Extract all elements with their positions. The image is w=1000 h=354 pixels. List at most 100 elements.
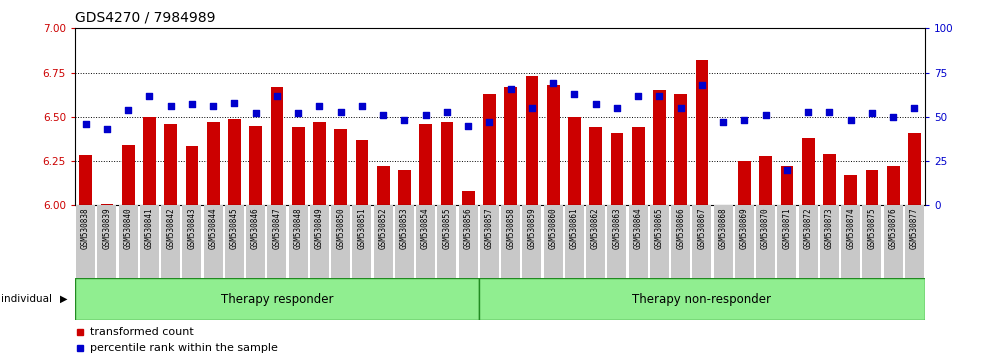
Text: GSM530843: GSM530843	[187, 207, 196, 249]
Point	[885, 114, 901, 120]
Text: GSM530847: GSM530847	[272, 207, 281, 249]
Text: GSM530845: GSM530845	[230, 207, 239, 249]
Bar	[862, 205, 881, 278]
Point	[78, 121, 94, 127]
Bar	[738, 161, 751, 205]
Text: GSM530869: GSM530869	[740, 207, 749, 249]
Bar	[182, 205, 201, 278]
Text: GSM530848: GSM530848	[294, 207, 303, 249]
Point	[205, 103, 221, 109]
Bar	[100, 204, 113, 205]
Bar	[186, 146, 198, 205]
Bar	[884, 205, 903, 278]
Bar	[76, 205, 95, 278]
Text: GSM530864: GSM530864	[634, 207, 643, 249]
Bar	[164, 124, 177, 205]
Bar	[395, 205, 414, 278]
Text: GSM530854: GSM530854	[421, 207, 430, 249]
Point	[375, 112, 391, 118]
Point	[821, 109, 837, 114]
Bar	[204, 205, 223, 278]
Bar	[479, 278, 925, 320]
Bar	[440, 122, 453, 205]
Text: GSM530866: GSM530866	[676, 207, 685, 249]
Bar	[356, 140, 368, 205]
Bar	[650, 205, 669, 278]
Text: GSM530870: GSM530870	[761, 207, 770, 249]
Bar	[887, 166, 900, 205]
Bar	[544, 205, 563, 278]
Bar	[799, 205, 818, 278]
Point	[460, 123, 476, 129]
Bar	[459, 205, 478, 278]
Bar	[547, 85, 560, 205]
Bar	[802, 138, 815, 205]
Bar	[225, 205, 244, 278]
Bar	[653, 90, 666, 205]
Text: GSM530855: GSM530855	[442, 207, 451, 249]
Point	[651, 93, 667, 98]
Point	[418, 112, 434, 118]
Point	[588, 102, 604, 107]
Bar	[79, 155, 92, 205]
Text: GSM530858: GSM530858	[506, 207, 515, 249]
Text: GSM530871: GSM530871	[782, 207, 791, 249]
Text: GSM530842: GSM530842	[166, 207, 175, 249]
Text: GSM530844: GSM530844	[209, 207, 218, 249]
Bar	[228, 119, 241, 205]
Text: GSM530873: GSM530873	[825, 207, 834, 249]
Bar	[289, 205, 308, 278]
Text: GSM530853: GSM530853	[400, 207, 409, 249]
Bar	[781, 166, 793, 205]
Bar	[374, 205, 393, 278]
Text: GSM530849: GSM530849	[315, 207, 324, 249]
Bar	[246, 205, 265, 278]
Point	[843, 118, 859, 123]
Bar	[480, 205, 499, 278]
Point	[673, 105, 689, 111]
Point	[758, 112, 774, 118]
Bar	[501, 205, 520, 278]
Point	[566, 91, 582, 97]
Point	[120, 107, 136, 113]
Text: GSM530863: GSM530863	[612, 207, 621, 249]
Point	[800, 109, 816, 114]
Text: GSM530865: GSM530865	[655, 207, 664, 249]
Bar	[249, 126, 262, 205]
Text: GSM530874: GSM530874	[846, 207, 855, 249]
Bar	[820, 205, 839, 278]
Bar	[823, 154, 836, 205]
Bar	[526, 76, 538, 205]
Point	[354, 103, 370, 109]
Text: GSM530839: GSM530839	[102, 207, 111, 249]
Bar	[841, 205, 860, 278]
Text: GSM530859: GSM530859	[527, 207, 536, 249]
Bar	[292, 127, 304, 205]
Point	[736, 118, 752, 123]
Point	[481, 119, 497, 125]
Bar	[267, 205, 286, 278]
Text: GSM530841: GSM530841	[145, 207, 154, 249]
Text: GSM530867: GSM530867	[697, 207, 706, 249]
Text: Therapy responder: Therapy responder	[221, 293, 333, 306]
Point	[396, 118, 412, 123]
Point	[630, 93, 646, 98]
Bar	[504, 87, 517, 205]
Point	[545, 80, 561, 86]
Bar	[674, 94, 687, 205]
Text: GSM530857: GSM530857	[485, 207, 494, 249]
Bar	[416, 205, 435, 278]
Bar	[140, 205, 159, 278]
Bar	[777, 205, 796, 278]
Text: GSM530877: GSM530877	[910, 207, 919, 249]
Text: GDS4270 / 7984989: GDS4270 / 7984989	[75, 11, 216, 25]
Bar	[629, 205, 648, 278]
Bar	[419, 124, 432, 205]
Point	[439, 109, 455, 114]
Text: GSM530868: GSM530868	[719, 207, 728, 249]
Bar	[632, 127, 644, 205]
Text: GSM530876: GSM530876	[889, 207, 898, 249]
Bar	[522, 205, 541, 278]
Point	[779, 167, 795, 173]
Bar	[607, 205, 626, 278]
